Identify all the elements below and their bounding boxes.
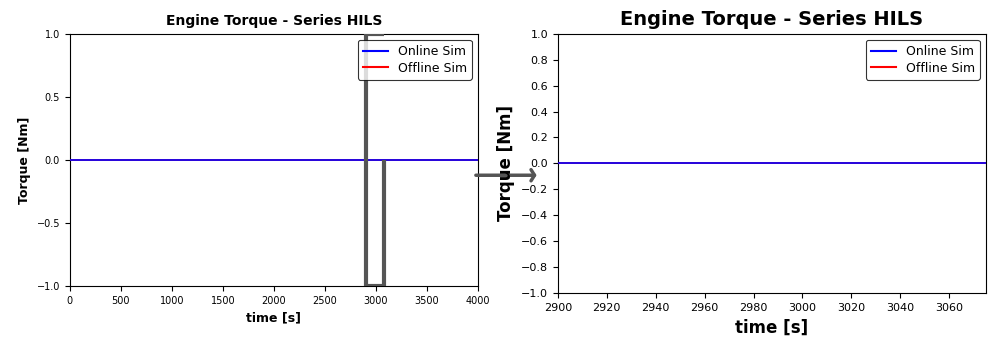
X-axis label: time [s]: time [s] (246, 312, 302, 325)
Legend: Online Sim, Offline Sim: Online Sim, Offline Sim (866, 40, 980, 80)
Legend: Online Sim, Offline Sim: Online Sim, Offline Sim (358, 40, 472, 80)
Title: Engine Torque - Series HILS: Engine Torque - Series HILS (621, 10, 923, 29)
Y-axis label: Torque [Nm]: Torque [Nm] (18, 116, 31, 204)
X-axis label: time [s]: time [s] (735, 318, 809, 336)
Title: Engine Torque - Series HILS: Engine Torque - Series HILS (165, 14, 382, 28)
Y-axis label: Torque [Nm]: Torque [Nm] (497, 105, 515, 221)
